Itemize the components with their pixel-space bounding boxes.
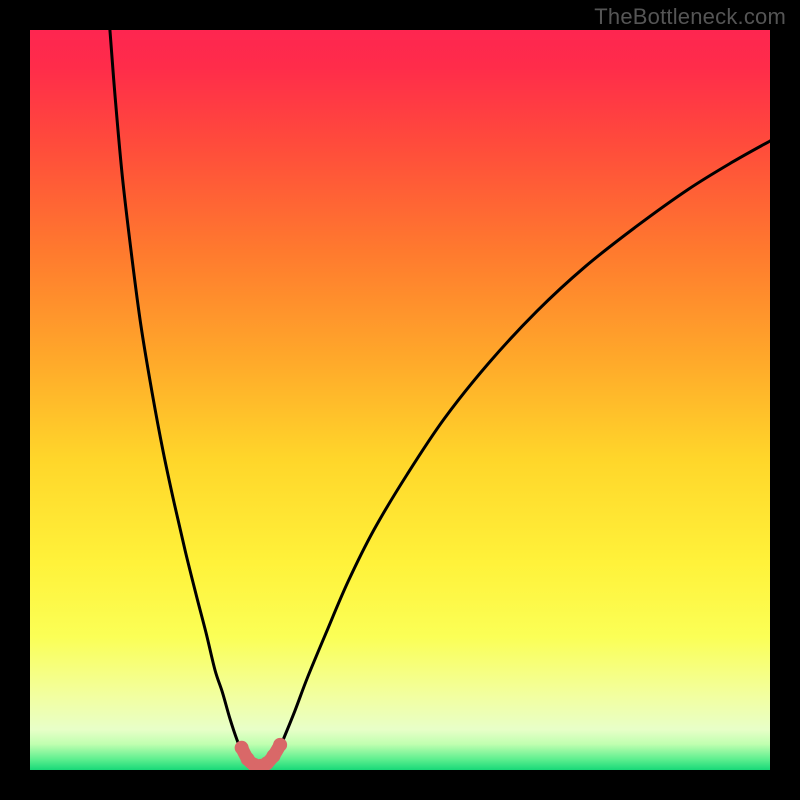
plot-background <box>30 30 770 770</box>
marker-dot <box>273 738 287 752</box>
bottleneck-chart <box>0 0 800 800</box>
watermark-text: TheBottleneck.com <box>594 4 786 30</box>
chart-container: TheBottleneck.com <box>0 0 800 800</box>
